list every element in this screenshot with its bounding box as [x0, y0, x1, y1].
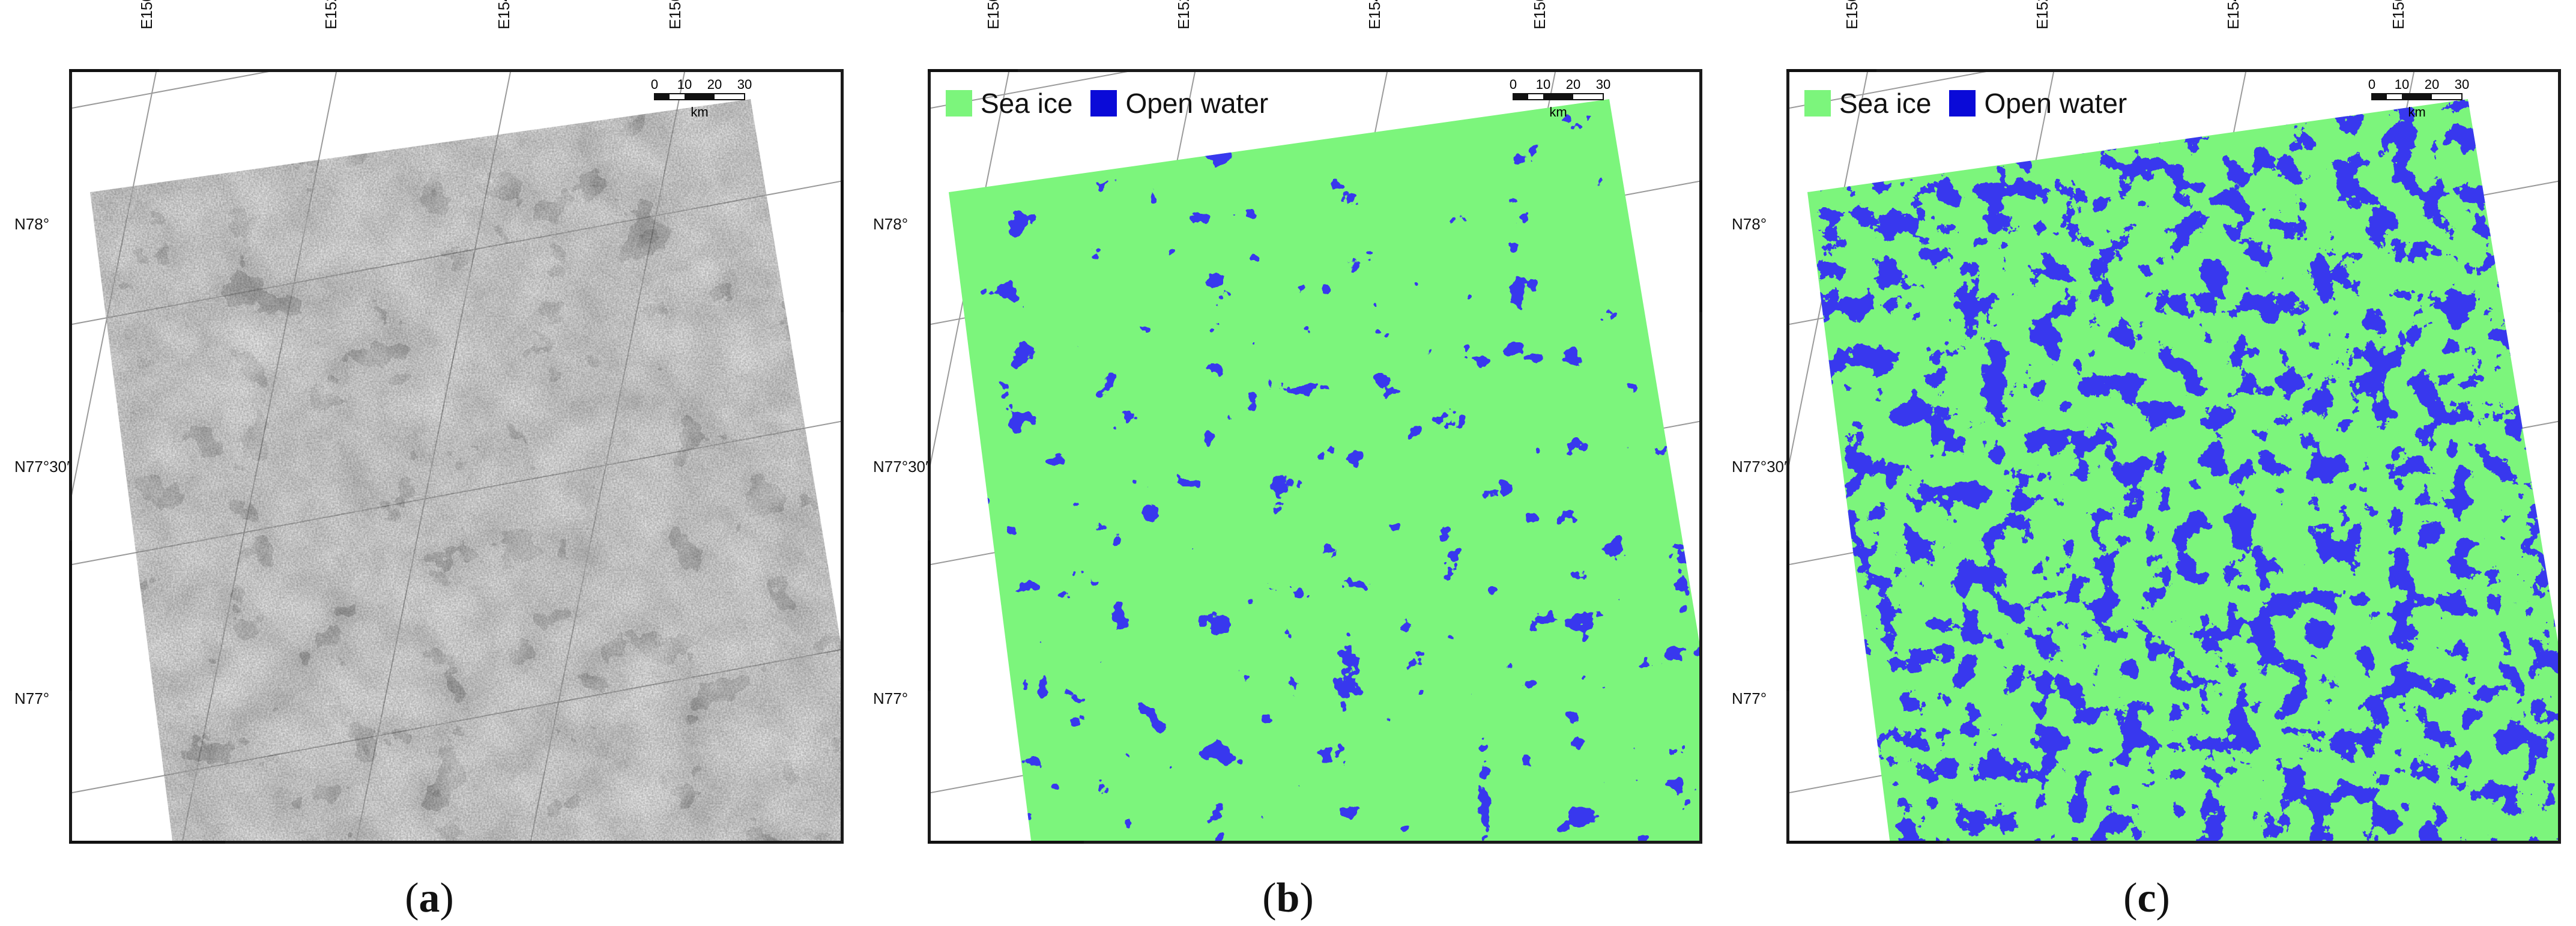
sar-image-svg	[72, 72, 841, 841]
scale-tick-30: 30	[737, 77, 752, 92]
lat-label-77: N77°	[873, 689, 909, 707]
lat-label-77: N77°	[1732, 689, 1767, 707]
scale-bar: 0 10 20 30 km	[651, 77, 752, 120]
map-frame: Sea ice Open water 0 10 20 30 km	[928, 69, 1702, 844]
legend-open-water-label: Open water	[1984, 88, 2127, 119]
lon-label-152: E152°	[1175, 0, 1193, 29]
scale-tick-20: 20	[707, 77, 722, 92]
scale-bar: 0 10 20 30 km	[2368, 77, 2469, 120]
lat-label-77: N77°	[14, 689, 50, 707]
lon-label-150: E150°	[138, 0, 156, 29]
lat-label-78: N78°	[1732, 215, 1767, 233]
scale-bar: 0 10 20 30 km	[1510, 77, 1610, 120]
lon-label-154: E154°	[2224, 0, 2242, 29]
classification-b-svg	[931, 72, 1699, 841]
scale-tick-30: 30	[2455, 77, 2469, 92]
sea-ice-swatch	[946, 90, 972, 117]
scale-tick-10: 10	[2395, 77, 2409, 92]
open-water-swatch	[1090, 90, 1117, 117]
scale-tick-0: 0	[1510, 77, 1517, 92]
scale-tick-10: 10	[677, 77, 692, 92]
sea-ice-swatch	[1804, 90, 1831, 117]
lon-label-152: E152°	[2033, 0, 2051, 29]
scale-tick-20: 20	[2425, 77, 2439, 92]
panel-b: E150° E152° E154° E156° N78° N77°30′ N77…	[859, 0, 1717, 926]
lon-label-154: E154°	[1365, 0, 1383, 29]
panel-a: E150° E152° E154° E156° N78° N77°30′ N77…	[0, 0, 859, 926]
classification-scene	[1807, 99, 2558, 841]
caption-c: (c)	[2123, 875, 2170, 921]
legend-sea-ice-label: Sea ice	[1839, 88, 1932, 119]
lon-label-154: E154°	[495, 0, 513, 29]
scale-tick-0: 0	[2368, 77, 2375, 92]
lon-label-150: E150°	[1843, 0, 1861, 29]
lon-label-156: E156°	[666, 0, 684, 29]
lat-label-77-30: N77°30′	[873, 458, 928, 476]
scale-tick-20: 20	[1566, 77, 1580, 92]
lat-label-77-30: N77°30′	[1732, 458, 1787, 476]
classification-scene	[949, 99, 1699, 841]
lat-label-78: N78°	[14, 215, 50, 233]
scale-tick-0: 0	[651, 77, 658, 92]
scale-unit: km	[691, 104, 708, 120]
open-water-swatch	[1949, 90, 1976, 117]
lat-label-77-30: N77°30′	[14, 458, 70, 476]
map-frame: 0 10 20 30 km	[69, 69, 844, 844]
scale-unit: km	[2408, 104, 2425, 120]
lon-label-150: E150°	[984, 0, 1002, 29]
lon-label-156: E156°	[2389, 0, 2407, 29]
scale-unit: km	[1549, 104, 1567, 120]
lon-label-152: E152°	[322, 0, 340, 29]
caption-b: (b)	[1262, 875, 1314, 921]
lat-label-78: N78°	[873, 215, 909, 233]
sar-scene	[90, 99, 841, 841]
caption-a: (a)	[405, 875, 454, 921]
scale-tick-30: 30	[1596, 77, 1610, 92]
legend: Sea ice Open water	[1804, 87, 2127, 120]
legend-sea-ice-label: Sea ice	[981, 88, 1073, 119]
lon-label-156: E156°	[1531, 0, 1549, 29]
map-frame: Sea ice Open water 0 10 20 30 km	[1786, 69, 2561, 844]
panel-c: E150° E152° E154° E156° N78° N77°30′ N77…	[1717, 0, 2576, 926]
legend: Sea ice Open water	[946, 87, 1268, 120]
legend-open-water-label: Open water	[1125, 88, 1269, 119]
classification-c-svg	[1789, 72, 2558, 841]
scale-tick-10: 10	[1536, 77, 1550, 92]
